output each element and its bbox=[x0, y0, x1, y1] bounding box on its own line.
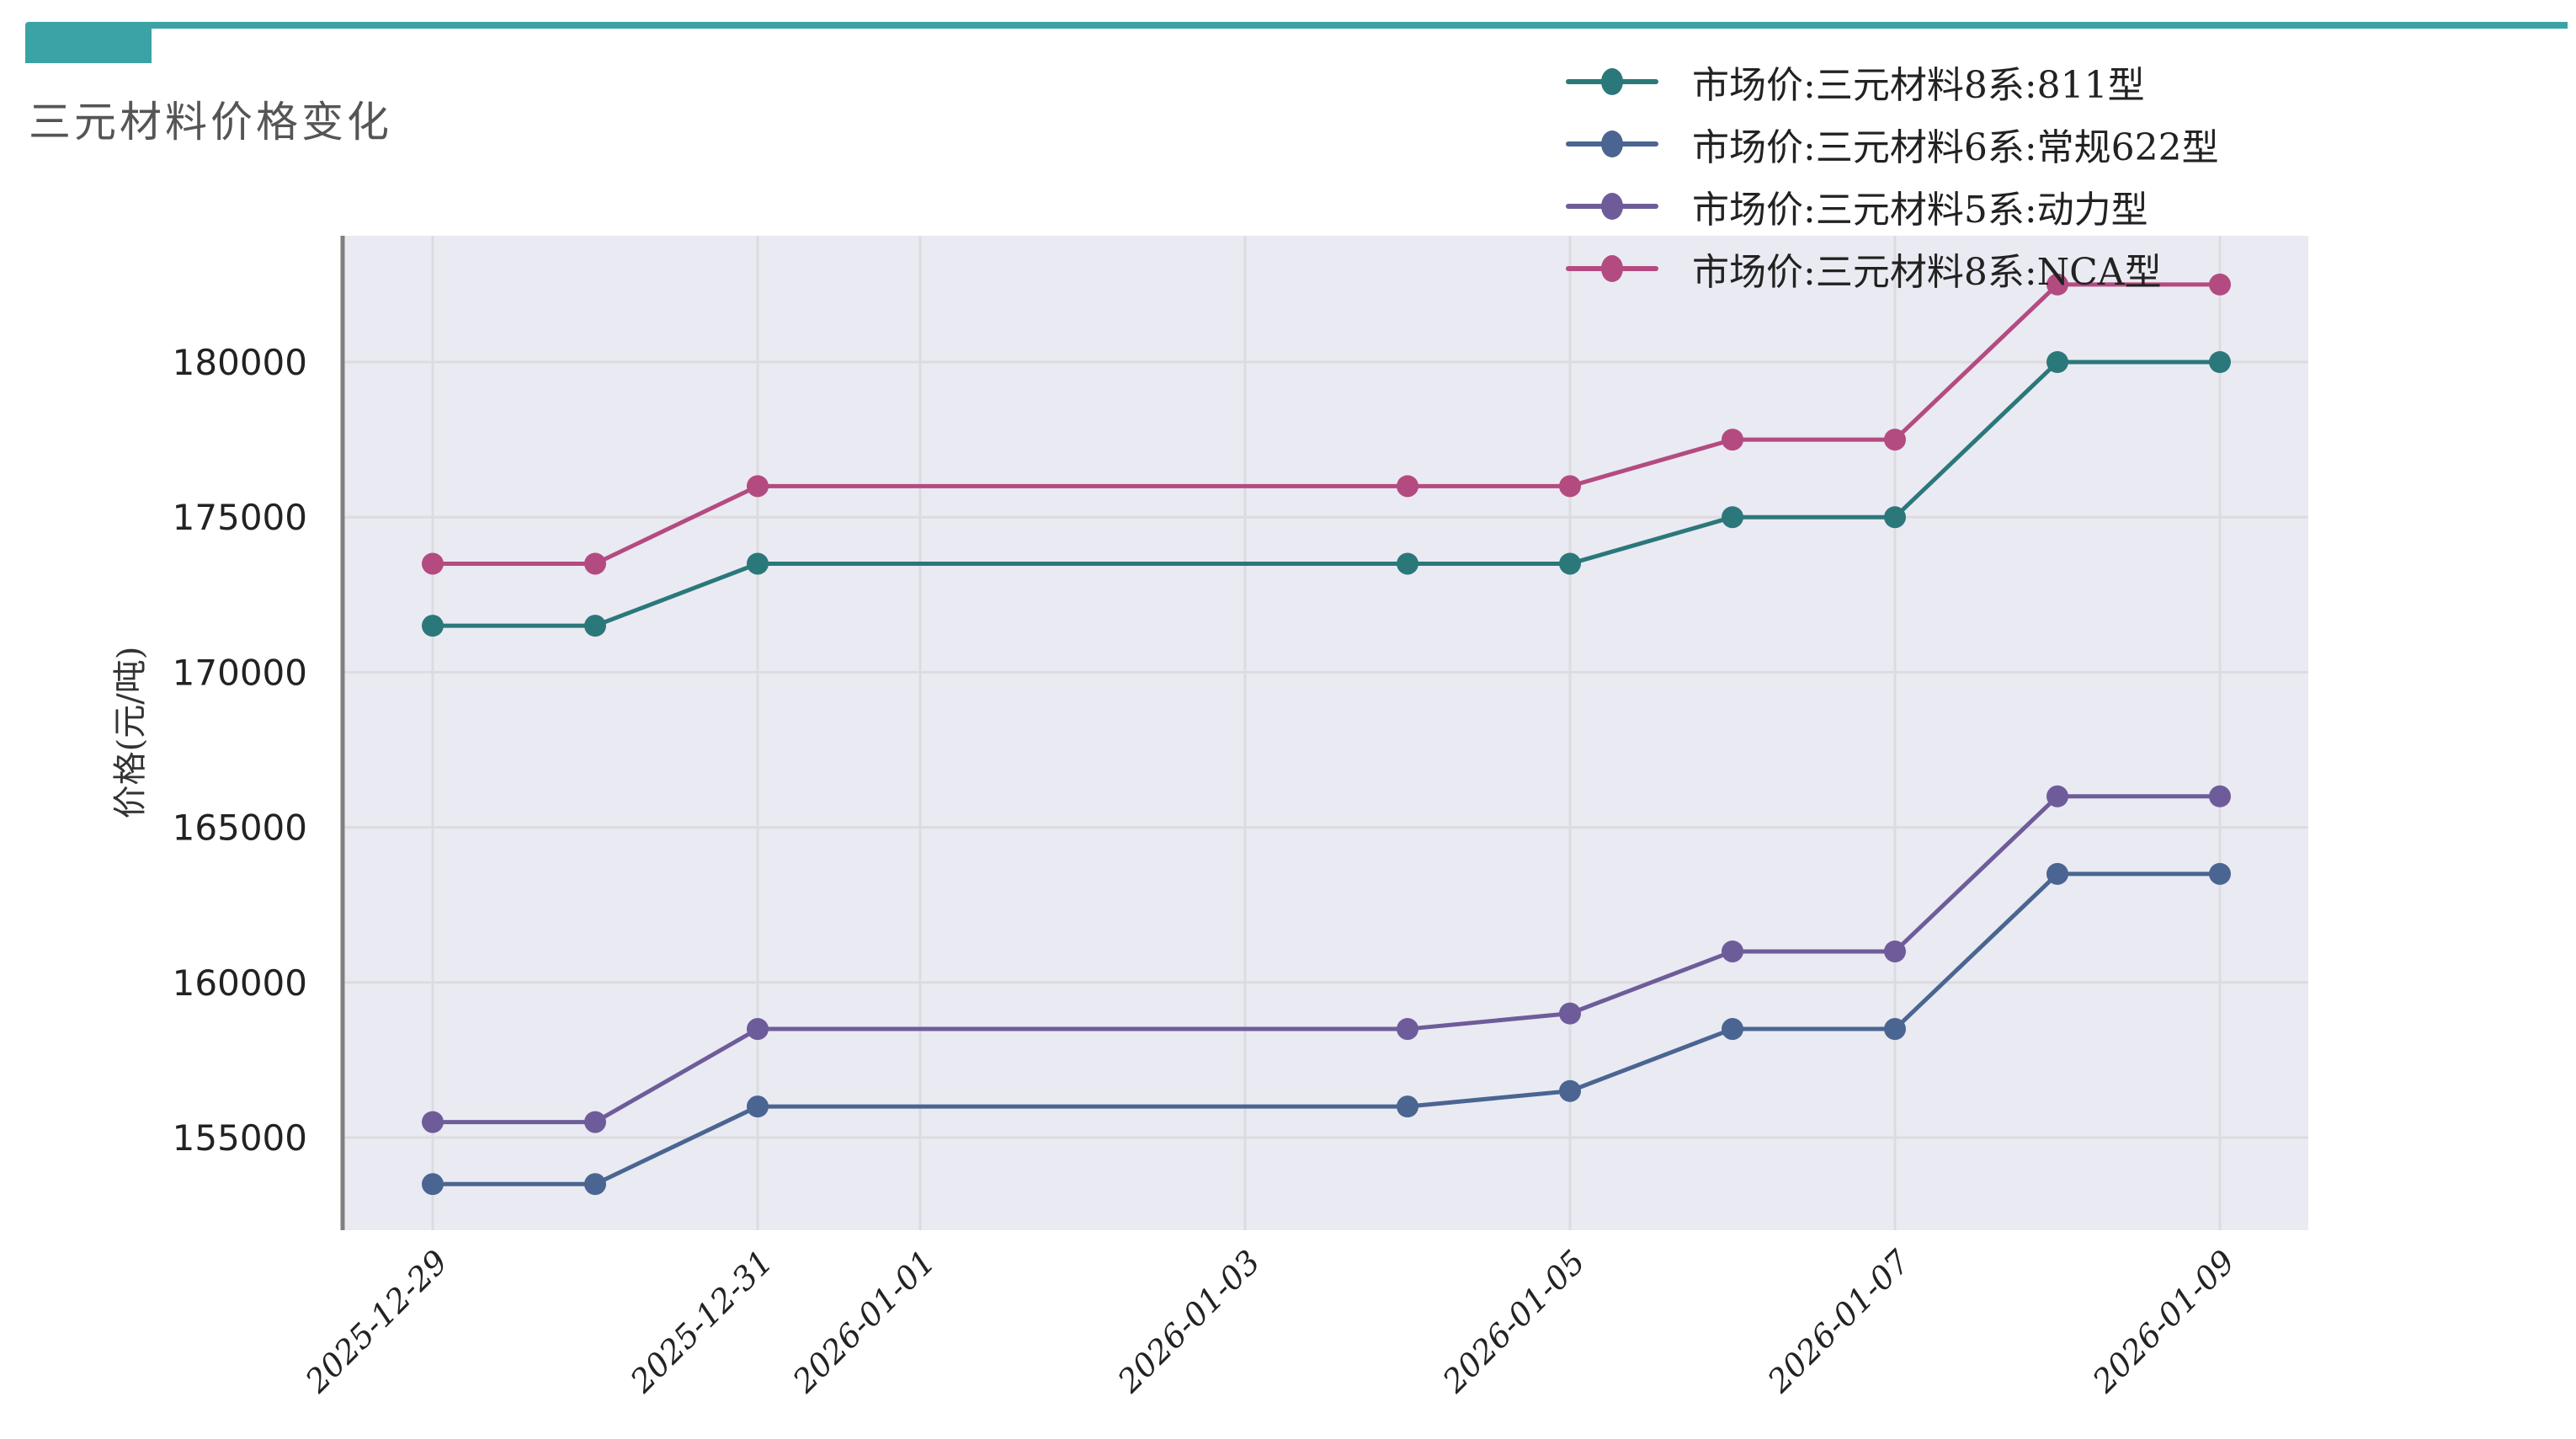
grid-lines bbox=[342, 236, 2308, 1230]
y-axis-label: 价格(元/吨) bbox=[111, 647, 150, 819]
plot-area bbox=[342, 236, 2308, 1230]
data-point-marker bbox=[584, 615, 606, 637]
data-point-marker bbox=[584, 1173, 606, 1196]
data-point-marker bbox=[422, 615, 444, 637]
data-point-marker bbox=[1397, 552, 1418, 575]
x-tick-label: 2026-01-01 bbox=[785, 1243, 943, 1400]
data-point-marker bbox=[422, 1173, 444, 1196]
data-point-marker bbox=[1397, 1018, 1418, 1041]
data-point-marker bbox=[2046, 351, 2068, 373]
y-tick-label: 155000 bbox=[173, 1117, 307, 1159]
x-tick-label: 2026-01-05 bbox=[1435, 1243, 1593, 1400]
data-point-marker bbox=[1722, 1018, 1743, 1041]
data-point-marker bbox=[2209, 273, 2231, 296]
legend-item: 市场价:三元材料6系:常规622型 bbox=[1566, 113, 2219, 175]
legend-label: 市场价:三元材料5系:动力型 bbox=[1692, 189, 2148, 232]
series-line bbox=[422, 351, 2231, 637]
data-point-marker bbox=[422, 1111, 444, 1133]
chart-legend: 市场价:三元材料8系:811型市场价:三元材料6系:常规622型 市场价:三元材料… bbox=[1566, 51, 2219, 300]
data-point-marker bbox=[747, 1095, 769, 1118]
data-point-marker bbox=[1397, 475, 1418, 498]
legend-label: 市场价:三元材料8系:NCA型 bbox=[1692, 251, 2162, 294]
legend-item: 市场价:三元材料5系:动力型 bbox=[1566, 175, 2219, 237]
y-tick-label: 180000 bbox=[173, 342, 307, 383]
data-point-marker bbox=[2046, 785, 2068, 807]
legend-label: 市场价:三元材料6系:常规622型 bbox=[1692, 126, 2219, 169]
data-point-marker bbox=[2046, 273, 2068, 296]
x-axis-ticks: 2025-12-29 2025-12-31 2026-01-01 2026-01-03… bbox=[298, 1243, 2243, 1400]
y-tick-label: 170000 bbox=[173, 652, 307, 693]
x-tick-label: 2026-01-09 bbox=[2085, 1243, 2243, 1400]
legend-marker-icon bbox=[1566, 252, 1658, 285]
legend-item: 市场价:三元材料8系:811型 bbox=[1566, 51, 2219, 113]
header-accent-bar bbox=[25, 22, 2568, 29]
series-line bbox=[422, 785, 2231, 1133]
data-point-marker bbox=[1559, 475, 1581, 498]
legend-marker-icon bbox=[1566, 127, 1658, 161]
data-point-marker bbox=[747, 475, 769, 498]
data-point-marker bbox=[2209, 785, 2231, 807]
data-point-marker bbox=[1722, 506, 1743, 529]
data-point-marker bbox=[1559, 552, 1581, 575]
x-tick-label: 2026-01-07 bbox=[1760, 1243, 1918, 1400]
y-tick-label: 160000 bbox=[173, 962, 307, 1004]
legend-label: 市场价:三元材料8系:811型 bbox=[1692, 64, 2145, 107]
data-point-marker bbox=[1559, 1002, 1581, 1025]
series-lines bbox=[422, 273, 2231, 1196]
legend-item: 市场价:三元材料8系:NCA型 bbox=[1566, 237, 2219, 300]
data-point-marker bbox=[1397, 1095, 1418, 1118]
data-point-marker bbox=[747, 552, 769, 575]
page-title: 三元材料价格变化 bbox=[29, 98, 392, 147]
data-point-marker bbox=[1559, 1079, 1581, 1102]
y-axis-ticks: 155000 160000 165000 170000 175000 180000 bbox=[173, 342, 307, 1159]
data-point-marker bbox=[1884, 940, 1906, 962]
data-point-marker bbox=[2209, 862, 2231, 885]
data-point-marker bbox=[2209, 351, 2231, 373]
y-tick-label: 165000 bbox=[173, 807, 307, 849]
data-point-marker bbox=[747, 1018, 769, 1041]
data-point-marker bbox=[584, 552, 606, 575]
data-point-marker bbox=[1884, 506, 1906, 529]
series-line bbox=[422, 862, 2231, 1196]
data-point-marker bbox=[1884, 1018, 1906, 1041]
y-tick-label: 175000 bbox=[173, 497, 307, 538]
x-tick-label: 2026-01-03 bbox=[1110, 1243, 1268, 1400]
data-point-marker bbox=[1884, 429, 1906, 451]
data-point-marker bbox=[1722, 940, 1743, 962]
data-point-marker bbox=[584, 1111, 606, 1133]
legend-marker-icon bbox=[1566, 65, 1658, 99]
data-point-marker bbox=[2046, 862, 2068, 885]
series-line bbox=[422, 273, 2231, 575]
legend-marker-icon bbox=[1566, 189, 1658, 223]
x-tick-label: 2025-12-31 bbox=[623, 1243, 780, 1400]
data-point-marker bbox=[1722, 429, 1743, 451]
x-tick-label: 2025-12-29 bbox=[298, 1243, 455, 1400]
data-point-marker bbox=[422, 552, 444, 575]
header-accent-block bbox=[25, 25, 152, 63]
